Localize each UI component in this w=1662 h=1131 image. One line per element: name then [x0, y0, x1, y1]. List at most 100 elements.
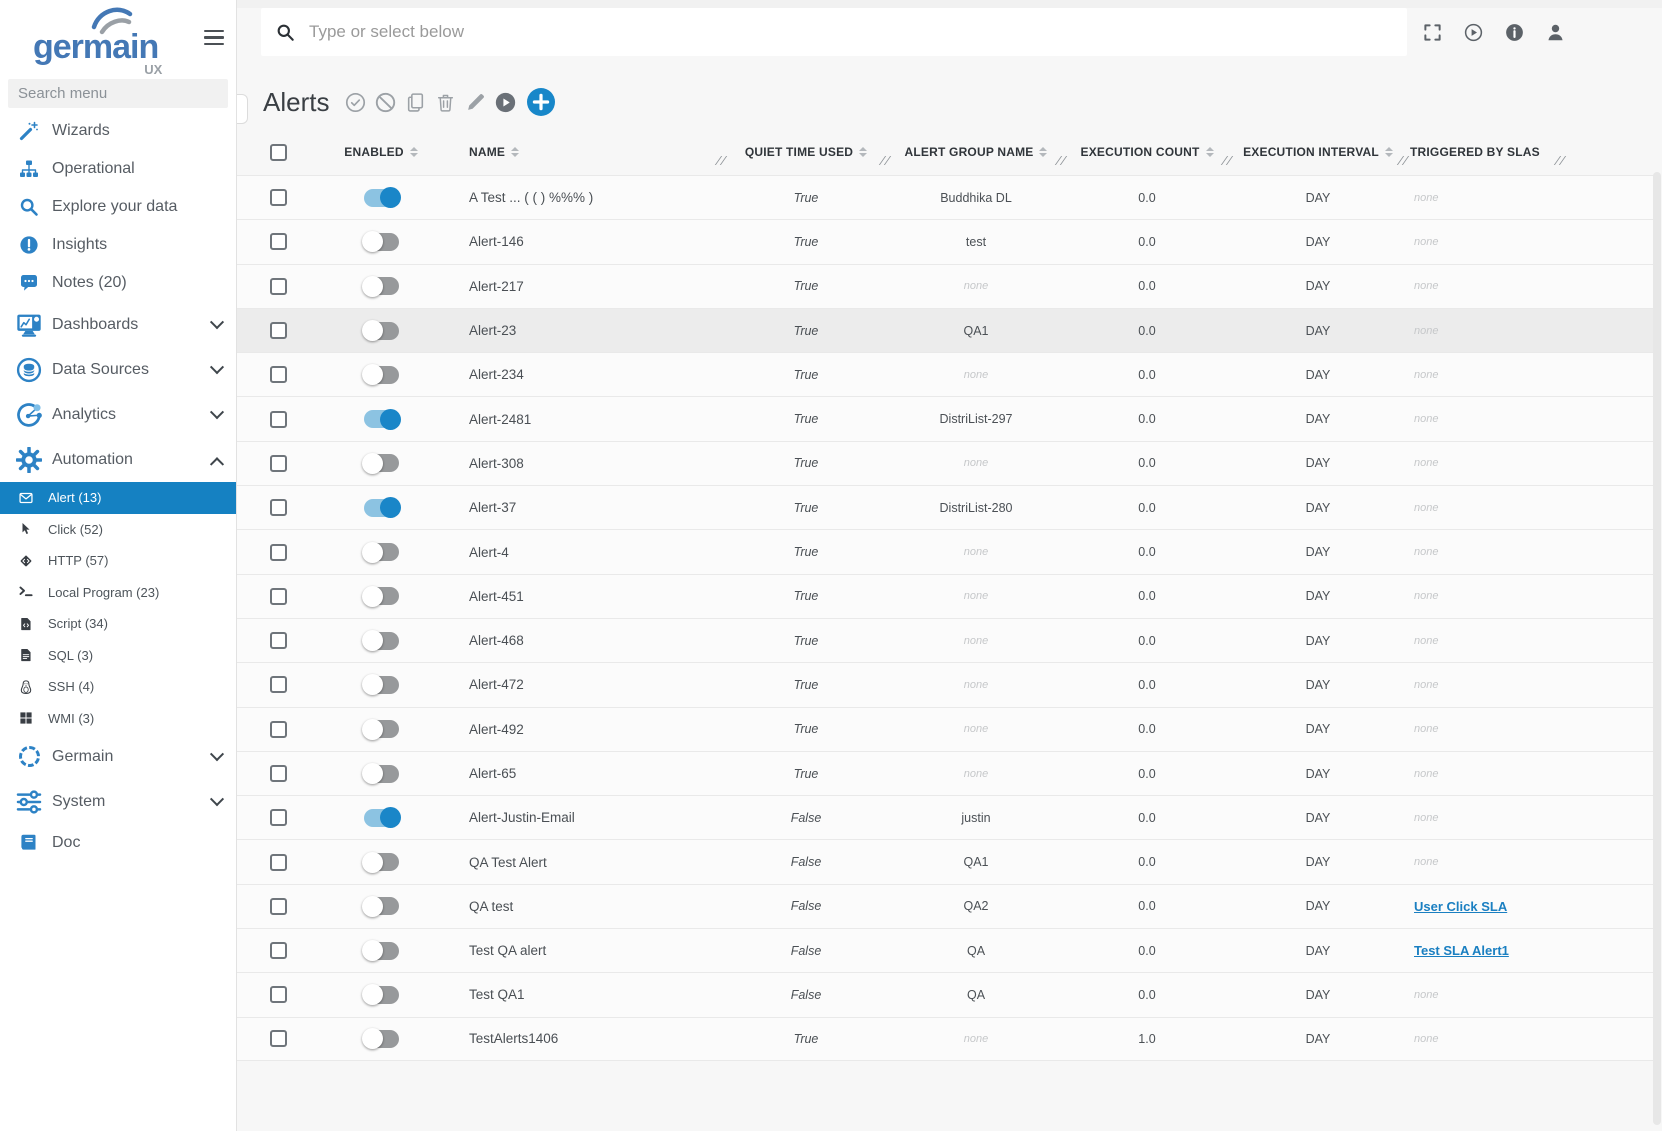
enabled-toggle[interactable]: [361, 275, 399, 297]
table-row[interactable]: Alert-23 True QA1 0.0 DAY none: [237, 307, 1654, 353]
sidebar-item-germain[interactable]: Germain: [0, 734, 236, 779]
table-row[interactable]: Alert-308 True none 0.0 DAY none: [237, 440, 1654, 486]
enabled-toggle[interactable]: [361, 763, 399, 784]
select-all-checkbox[interactable]: [269, 143, 287, 161]
column-header-quiet-time-used[interactable]: QUIET TIME USED: [724, 145, 888, 159]
sidebar-search-input[interactable]: [8, 79, 228, 108]
row-checkbox[interactable]: [269, 897, 287, 915]
panel-toggle-tab[interactable]: [237, 94, 248, 124]
table-row[interactable]: Alert-65 True none 0.0 DAY none: [237, 750, 1654, 796]
table-row[interactable]: Alert-451 True none 0.0 DAY none: [237, 573, 1654, 618]
sidebar-item-ssh-4[interactable]: SSH (4): [0, 671, 236, 703]
vertical-scrollbar[interactable]: [1653, 172, 1661, 1125]
enabled-toggle[interactable]: [361, 851, 399, 873]
table-row[interactable]: TestAlerts1406 True none 1.0 DAY none: [237, 1016, 1654, 1061]
row-checkbox[interactable]: [269, 322, 287, 340]
column-header-triggered-by-slas[interactable]: TRIGGERED BY SLAS: [1406, 145, 1654, 159]
enabled-toggle[interactable]: [361, 674, 399, 696]
enabled-toggle[interactable]: [361, 585, 399, 607]
enabled-toggle[interactable]: [363, 408, 401, 430]
brand-logo[interactable]: germain UX: [33, 7, 162, 77]
sidebar-item-operational[interactable]: Operational: [0, 150, 236, 188]
sidebar-item-click-52[interactable]: Click (52): [0, 514, 236, 546]
sidebar-item-insights[interactable]: Insights: [0, 226, 236, 264]
sidebar-item-script-34[interactable]: Script (34): [0, 608, 236, 640]
table-row[interactable]: Test QA1 False QA 0.0 DAY none: [237, 972, 1654, 1017]
ban-icon[interactable]: [375, 92, 396, 113]
sidebar-item-analytics[interactable]: Analytics: [0, 392, 236, 437]
enabled-toggle[interactable]: [361, 940, 399, 962]
row-checkbox[interactable]: [269, 543, 287, 561]
column-header-execution-interval[interactable]: EXECUTION INTERVAL: [1230, 145, 1406, 159]
table-row[interactable]: Alert-2481 True DistriList-297 0.0 DAY none: [237, 396, 1654, 441]
table-row[interactable]: Alert-146 True test 0.0 DAY none: [237, 219, 1654, 264]
enabled-toggle[interactable]: [363, 187, 401, 209]
table-row[interactable]: Alert-492 True none 0.0 DAY none: [237, 706, 1654, 751]
column-header-alert-group-name[interactable]: ALERT GROUP NAME: [888, 145, 1064, 159]
sidebar-item-data-sources[interactable]: Data Sources: [0, 347, 236, 392]
user-icon[interactable]: [1546, 23, 1565, 42]
column-header-execution-count[interactable]: EXECUTION COUNT: [1064, 145, 1230, 159]
global-search-input[interactable]: [307, 21, 1392, 43]
enabled-toggle[interactable]: [361, 231, 399, 253]
table-row[interactable]: Alert-472 True none 0.0 DAY none: [237, 662, 1654, 707]
sidebar-item-local-program-23[interactable]: Local Program (23): [0, 577, 236, 609]
enabled-toggle[interactable]: [361, 364, 399, 386]
sidebar-item-system[interactable]: System: [0, 779, 236, 824]
table-row[interactable]: A Test ... ( ( ) %%% ) True Buddhika DL 0.0…: [237, 175, 1654, 220]
row-checkbox[interactable]: [269, 189, 287, 207]
row-checkbox[interactable]: [269, 499, 287, 517]
sla-link[interactable]: Test SLA Alert1: [1414, 943, 1509, 959]
enabled-toggle[interactable]: [361, 984, 399, 1006]
enabled-toggle[interactable]: [361, 718, 399, 740]
enabled-toggle[interactable]: [361, 895, 399, 917]
row-checkbox[interactable]: [269, 853, 287, 871]
sidebar-item-sql-3[interactable]: SQL (3): [0, 640, 236, 672]
row-checkbox[interactable]: [269, 765, 287, 782]
table-row[interactable]: Alert-234 True none 0.0 DAY none: [237, 352, 1654, 397]
column-header-name[interactable]: NAME: [443, 145, 724, 159]
row-checkbox[interactable]: [269, 676, 287, 694]
enabled-toggle[interactable]: [361, 630, 399, 652]
row-checkbox[interactable]: [269, 986, 287, 1004]
table-row[interactable]: QA test False QA2 0.0 DAY User Click SLA: [237, 883, 1654, 929]
play-filled-icon[interactable]: [495, 92, 516, 113]
table-row[interactable]: Alert-4 True none 0.0 DAY none: [237, 529, 1654, 574]
row-checkbox[interactable]: [269, 632, 287, 650]
enabled-toggle[interactable]: [361, 1028, 399, 1050]
row-checkbox[interactable]: [269, 1030, 287, 1048]
sidebar-item-http-57[interactable]: HTTP (57): [0, 545, 236, 577]
copy-icon[interactable]: [405, 92, 426, 113]
sidebar-item-alert-13[interactable]: Alert (13): [0, 482, 236, 514]
sidebar-item-wizards[interactable]: Wizards: [0, 112, 236, 150]
column-resize-handle[interactable]: [1554, 154, 1567, 165]
table-row[interactable]: Test QA alert False QA 0.0 DAY Test SLA Alert…: [237, 928, 1654, 973]
table-row[interactable]: Alert-217 True none 0.0 DAY none: [237, 263, 1654, 308]
enabled-toggle[interactable]: [363, 497, 401, 519]
fullscreen-icon[interactable]: [1423, 23, 1442, 42]
row-checkbox[interactable]: [269, 366, 287, 384]
hamburger-menu-icon[interactable]: [204, 30, 224, 49]
info-icon[interactable]: [1505, 23, 1524, 42]
column-header-enabled[interactable]: ENABLED: [319, 145, 443, 159]
sidebar-item-wmi-3[interactable]: WMI (3): [0, 703, 236, 735]
sidebar-item-explore-your-data[interactable]: Explore your data: [0, 188, 236, 226]
row-checkbox[interactable]: [269, 233, 287, 251]
table-row[interactable]: Alert-37 True DistriList-280 0.0 DAY none: [237, 485, 1654, 530]
row-checkbox[interactable]: [269, 942, 287, 960]
enabled-toggle[interactable]: [361, 452, 399, 474]
sla-link[interactable]: User Click SLA: [1414, 898, 1508, 914]
row-checkbox[interactable]: [269, 410, 287, 428]
row-checkbox[interactable]: [269, 809, 287, 827]
pencil-icon[interactable]: [465, 92, 486, 113]
row-checkbox[interactable]: [269, 587, 287, 605]
table-row[interactable]: QA Test Alert False QA1 0.0 DAY none: [237, 839, 1654, 884]
enabled-toggle[interactable]: [361, 320, 399, 342]
check-circle-icon[interactable]: [345, 92, 366, 113]
row-checkbox[interactable]: [269, 277, 287, 295]
table-row[interactable]: Alert-468 True none 0.0 DAY none: [237, 617, 1654, 663]
sidebar-item-notes-20[interactable]: Notes (20): [0, 264, 236, 302]
sidebar-item-doc[interactable]: Doc: [0, 824, 236, 862]
sidebar-item-automation[interactable]: Automation: [0, 437, 236, 482]
play-circle-icon[interactable]: [1464, 23, 1483, 42]
